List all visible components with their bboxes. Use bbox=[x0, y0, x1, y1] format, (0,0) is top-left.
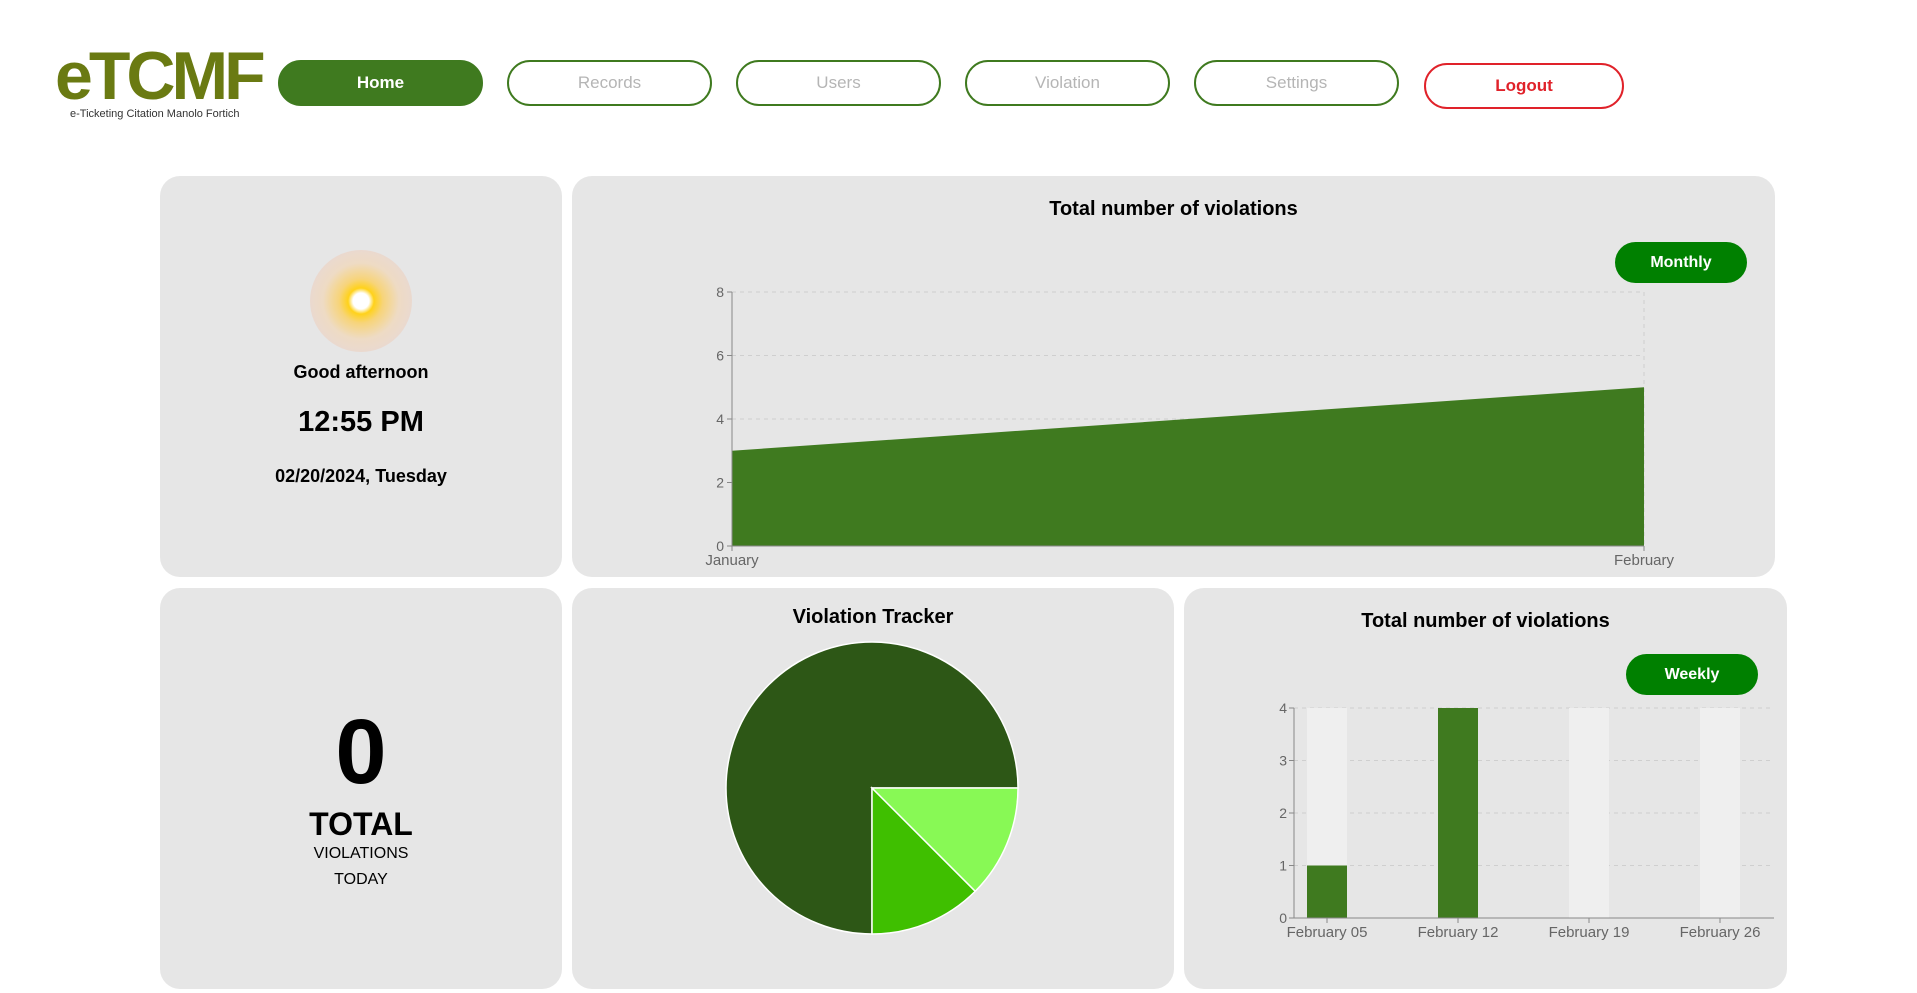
x-tick-label: February 19 bbox=[1549, 924, 1630, 941]
y-tick-label: 6 bbox=[716, 348, 724, 364]
pie-slice bbox=[870, 787, 1019, 893]
violations-today-card: 0 TOTAL VIOLATIONS TODAY bbox=[160, 588, 562, 989]
monthly-area-chart: 0 2 4 6 8 January February bbox=[705, 284, 1675, 569]
y-tick-label: 2 bbox=[1279, 805, 1287, 821]
current-date-line: 02/20/2024, Tuesday bbox=[160, 466, 562, 487]
violations-today-violations-label: VIOLATIONS bbox=[313, 845, 409, 862]
violation-tracker-title: Violation Tracker bbox=[792, 606, 954, 628]
area-series bbox=[732, 387, 1644, 546]
logout-button[interactable]: Logout bbox=[1424, 63, 1624, 109]
x-tick-label: February bbox=[1614, 552, 1675, 569]
bar-background bbox=[1700, 708, 1740, 918]
brand-logo: eTCMF e-Ticketing Citation Manolo Fortic… bbox=[55, 38, 266, 120]
x-tick-label: January bbox=[705, 552, 759, 569]
y-tick-label: 4 bbox=[1279, 700, 1287, 716]
weekly-bar-chart: 0 1 2 3 4 February 05 February 12 February 19 Fe… bbox=[1279, 700, 1774, 941]
violation-tracker-pie-chart bbox=[725, 641, 1019, 935]
pie-slice bbox=[871, 786, 977, 935]
violation-tracker-card: Violation Tracker bbox=[572, 588, 1174, 989]
greeting-message: Good afternoon bbox=[293, 362, 429, 382]
x-tick-label: February 05 bbox=[1287, 924, 1368, 941]
y-tick-label: 3 bbox=[1279, 753, 1287, 769]
current-date: 02/20/2024, bbox=[275, 466, 371, 486]
y-tick-label: 0 bbox=[716, 538, 724, 554]
logo-wordmark: eTCMF bbox=[55, 38, 266, 114]
y-tick-label: 8 bbox=[716, 284, 724, 300]
nav-records-button[interactable]: Records bbox=[507, 60, 712, 106]
current-weekday: Tuesday bbox=[375, 466, 447, 486]
nav-home-button[interactable]: Home bbox=[278, 60, 483, 106]
violations-today-count: 0 bbox=[335, 701, 387, 803]
y-tick-label: 1 bbox=[1279, 858, 1287, 874]
x-tick-label: February 26 bbox=[1680, 924, 1761, 941]
sun-icon bbox=[310, 250, 412, 352]
nav-users-button[interactable]: Users bbox=[736, 60, 941, 106]
monthly-violations-card: Total number of violations Monthly 0 2 4 6 8… bbox=[572, 176, 1775, 577]
nav-violation-button[interactable]: Violation bbox=[965, 60, 1170, 106]
x-tick-label: February 12 bbox=[1418, 924, 1499, 941]
logo-tagline: e-Ticketing Citation Manolo Fortich bbox=[70, 108, 240, 120]
violations-today-total-label: TOTAL bbox=[309, 806, 413, 842]
weekly-chart-title: Total number of violations bbox=[1361, 610, 1610, 632]
monthly-toggle-button[interactable]: Monthly bbox=[1615, 242, 1747, 283]
nav-settings-button[interactable]: Settings bbox=[1194, 60, 1399, 106]
weekly-toggle-button[interactable]: Weekly bbox=[1626, 654, 1758, 695]
bar bbox=[1307, 865, 1347, 918]
y-tick-label: 0 bbox=[1279, 910, 1287, 926]
y-tick-label: 4 bbox=[716, 411, 724, 427]
current-time: 12:55 PM bbox=[298, 406, 424, 438]
weekly-violations-card: Total number of violations Weekly 0 1 2 3 4 F… bbox=[1184, 588, 1787, 989]
bar bbox=[1438, 708, 1478, 918]
bar-background bbox=[1569, 708, 1609, 918]
y-tick-label: 2 bbox=[716, 475, 724, 491]
monthly-chart-title: Total number of violations bbox=[1049, 198, 1298, 220]
greeting-card: Good afternoon 12:55 PM 02/20/2024, Tues… bbox=[160, 176, 562, 577]
violations-today-today-label: TODAY bbox=[334, 871, 388, 888]
